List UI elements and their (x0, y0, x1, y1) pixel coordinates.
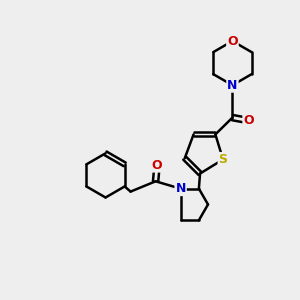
Text: N: N (176, 182, 186, 195)
Text: O: O (243, 114, 254, 127)
Text: O: O (152, 159, 162, 172)
Text: O: O (227, 34, 238, 48)
Text: S: S (218, 153, 227, 166)
Text: N: N (227, 79, 238, 92)
